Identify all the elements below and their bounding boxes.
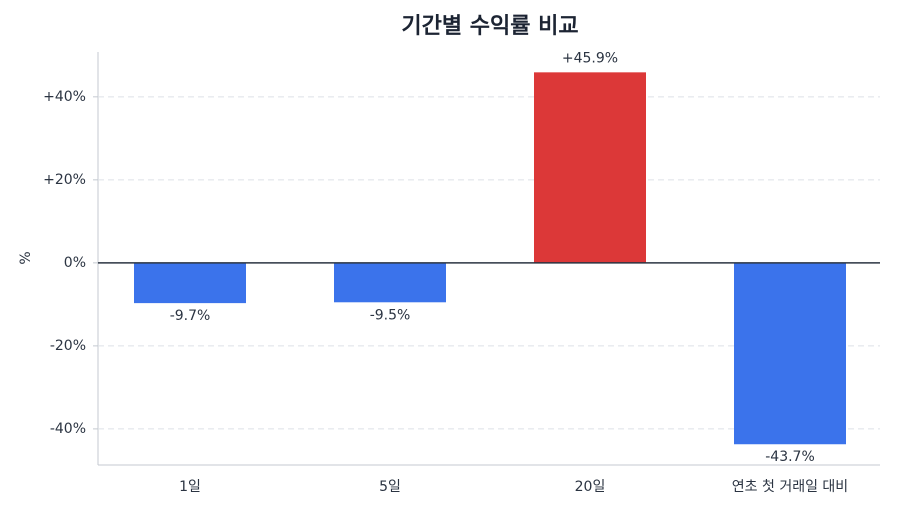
chart-title: 기간별 수익률 비교: [401, 14, 578, 39]
x-tick-label: 20일: [575, 479, 606, 495]
y-tick-label: 0%: [64, 255, 86, 271]
bar: [734, 262, 846, 445]
value-label: -9.7%: [170, 308, 211, 324]
y-tick-label: +20%: [43, 172, 86, 188]
value-label: +45.9%: [562, 50, 618, 66]
y-tick-label: +40%: [43, 89, 86, 105]
bar: [134, 262, 246, 304]
y-axis-label: %: [18, 251, 34, 264]
bar: [534, 72, 646, 263]
y-tick-label: -40%: [50, 421, 86, 437]
value-label: -9.5%: [370, 307, 411, 323]
x-tick-label: 연초 첫 거래일 대비: [732, 479, 848, 495]
y-tick-label: -20%: [50, 338, 86, 354]
x-tick-label: 1일: [179, 479, 201, 495]
value-label: -43.7%: [765, 449, 815, 465]
x-tick-label: 5일: [379, 479, 401, 495]
bar: [334, 262, 446, 303]
